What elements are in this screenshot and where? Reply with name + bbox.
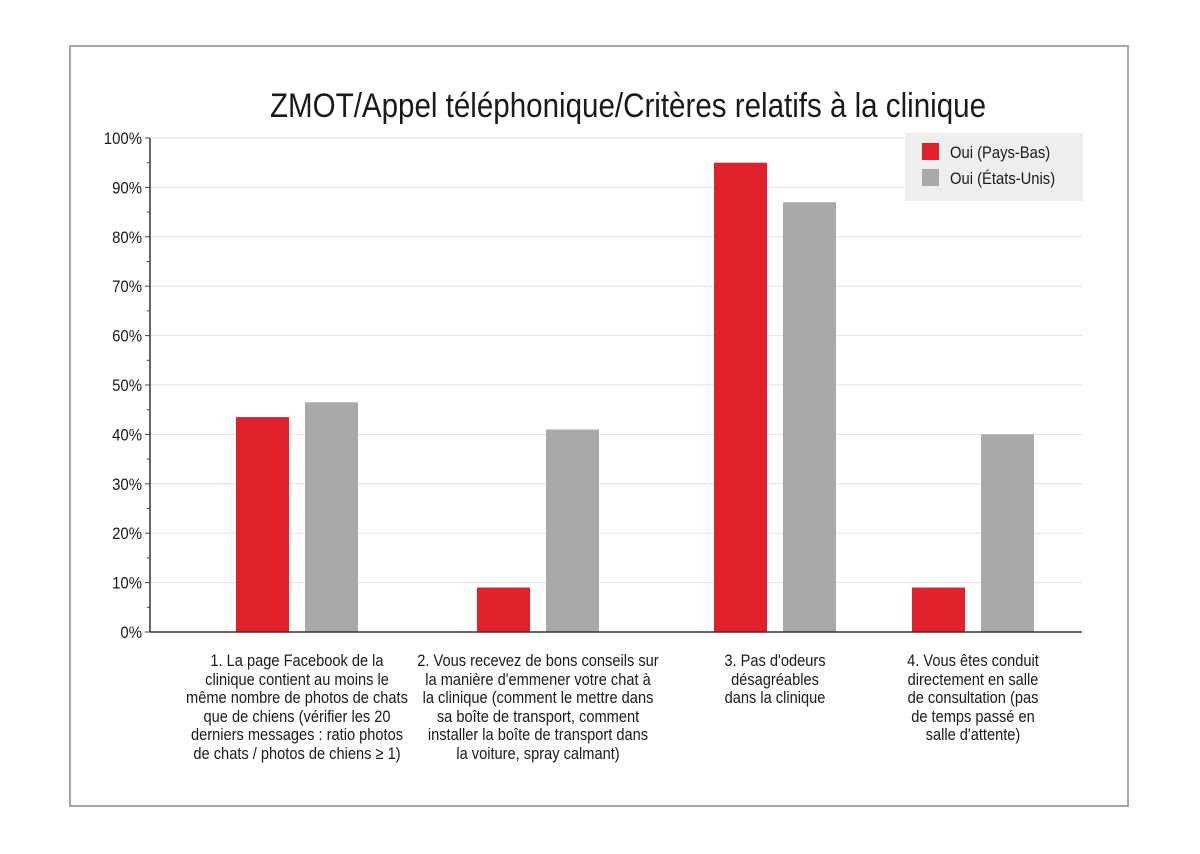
category-label-line: dans la clinique <box>724 688 826 707</box>
legend-label: Oui (États-Unis) <box>950 168 1055 188</box>
category-label-line: de consultation (pas <box>907 688 1039 707</box>
y-tick-label: 90% <box>112 180 142 198</box>
category-label-line: de chats / photos de chiens ≥ 1) <box>193 743 401 763</box>
category-label-line: clinique contient au moins le <box>205 669 389 689</box>
y-tick-label: 10% <box>112 575 142 593</box>
bar-pays-bas-3 <box>714 162 767 632</box>
category-label-line: la clinique (comment le mettre dans <box>422 688 654 707</box>
legend-swatch <box>922 169 939 186</box>
bar-etats-unis-2 <box>546 429 599 632</box>
y-tick-label: 20% <box>112 525 142 543</box>
bar-etats-unis-3 <box>783 202 836 632</box>
category-label-line: 1. La page Facebook de la <box>210 651 384 670</box>
category-label-line: directement en salle <box>907 669 1039 689</box>
category-label-line: la manière d'emmener votre chat à <box>425 669 651 689</box>
category-label-line: salle d'attente) <box>925 725 1021 744</box>
category-label-line: de temps passé en <box>911 706 1035 726</box>
category-label-line: derniers messages : ratio photos <box>190 725 404 744</box>
chart-title: ZMOT/Appel téléphonique/Critères relatif… <box>270 87 986 125</box>
y-tick-label: 80% <box>112 229 142 247</box>
bar-pays-bas-1 <box>236 417 289 632</box>
bar-etats-unis-4 <box>981 434 1034 632</box>
category-label-line: la voiture, spray calmant) <box>456 743 620 763</box>
bar-etats-unis-1 <box>305 402 358 632</box>
y-tick-label: 30% <box>112 476 142 494</box>
y-tick-label: 60% <box>112 328 142 346</box>
legend-swatch <box>922 143 939 160</box>
y-tick-label: 0% <box>120 624 142 642</box>
category-label-1: 1. La page Facebook de la clinique contie… <box>181 651 413 763</box>
legend-label: Oui (Pays-Bas) <box>950 144 1050 162</box>
category-label-line: sa boîte de transport, comment <box>436 706 640 726</box>
category-label-line: installer la boîte de transport dans <box>427 725 649 744</box>
category-label-2: 2. Vous recevez de bons conseils sur la m… <box>409 651 667 763</box>
category-label-line: 4. Vous êtes conduit <box>907 651 1039 670</box>
y-tick-label: 100% <box>104 130 142 148</box>
category-label-3: 3. Pas d'odeurs désagréables dans la clini… <box>711 651 840 708</box>
y-tick-label: 40% <box>112 427 142 445</box>
category-label-line: désagréables <box>731 669 819 689</box>
y-tick-label: 50% <box>112 377 142 395</box>
y-tick-label: 70% <box>112 278 142 296</box>
bar-pays-bas-2 <box>477 587 530 632</box>
category-label-4: 4. Vous êtes conduit directement en salle… <box>896 651 1051 745</box>
bar-pays-bas-4 <box>912 587 965 632</box>
category-label-line: 2. Vous recevez de bons conseils sur <box>417 651 659 670</box>
category-label-line: même nombre de photos de chats <box>186 688 408 707</box>
category-label-line: 3. Pas d'odeurs <box>724 651 826 670</box>
category-label-line: que de chiens (vérifier les 20 <box>203 706 391 726</box>
